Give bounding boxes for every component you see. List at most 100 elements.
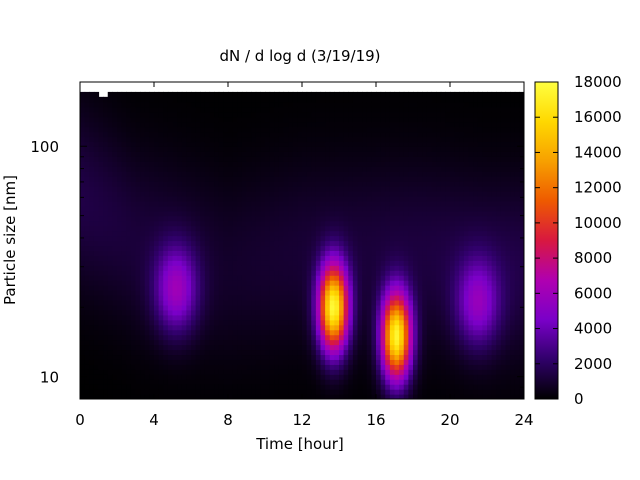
heatmap-cell xyxy=(130,146,137,152)
heatmap-cell xyxy=(209,121,215,128)
heatmap-cell xyxy=(389,339,396,346)
heatmap-cell xyxy=(343,111,349,118)
heatmap-cell xyxy=(352,384,359,390)
heatmap-cell xyxy=(311,136,317,143)
heatmap-cell xyxy=(200,319,206,326)
heatmap-cell xyxy=(450,255,456,261)
heatmap-cell xyxy=(158,294,164,301)
heatmap-cell xyxy=(450,384,456,390)
heatmap-cell xyxy=(394,146,400,152)
heatmap-cell xyxy=(403,250,409,256)
heatmap-cell xyxy=(163,344,169,351)
heatmap-cell xyxy=(329,339,335,346)
heatmap-cell xyxy=(126,230,132,237)
heatmap-cell xyxy=(93,334,100,341)
heatmap-cell xyxy=(107,166,113,172)
heatmap-cell xyxy=(334,116,340,123)
heatmap-cell xyxy=(209,186,215,192)
heatmap-cell xyxy=(260,181,266,187)
heatmap-cell xyxy=(209,374,215,380)
heatmap-cell xyxy=(274,319,280,326)
heatmap-cell xyxy=(339,176,345,182)
heatmap-cell xyxy=(195,294,201,301)
heatmap-cell xyxy=(117,369,123,375)
heatmap-cell xyxy=(278,190,285,197)
heatmap-cell xyxy=(93,364,100,370)
heatmap-cell xyxy=(204,131,211,138)
heatmap-cell xyxy=(334,389,340,395)
heatmap-cell xyxy=(265,200,271,207)
heatmap-cell xyxy=(214,101,220,108)
heatmap-cell xyxy=(260,314,266,321)
heatmap-cell xyxy=(130,285,137,291)
heatmap-cell xyxy=(158,384,164,390)
heatmap-cell xyxy=(311,220,317,227)
heatmap-cell xyxy=(149,195,155,202)
heatmap-cell xyxy=(154,96,160,103)
heatmap-cell xyxy=(214,265,220,271)
heatmap-cell xyxy=(214,384,220,390)
heatmap-cell xyxy=(154,230,160,237)
heatmap-cell xyxy=(204,106,211,113)
heatmap-cell xyxy=(241,384,248,390)
heatmap-cell xyxy=(135,260,141,266)
heatmap-cell xyxy=(450,245,456,251)
heatmap-cell xyxy=(191,230,197,237)
heatmap-cell xyxy=(283,309,289,316)
heatmap-cell xyxy=(191,260,197,266)
heatmap-cell xyxy=(399,354,405,360)
heatmap-cell xyxy=(121,275,127,281)
heatmap-cell xyxy=(334,374,340,380)
heatmap-cell xyxy=(246,126,252,133)
heatmap-cell xyxy=(440,270,446,276)
heatmap-cell xyxy=(413,121,419,128)
heatmap-cell xyxy=(422,181,428,187)
heatmap-cell xyxy=(255,260,261,266)
heatmap-cell xyxy=(93,141,100,147)
heatmap-cell xyxy=(357,344,363,351)
heatmap-cell xyxy=(121,339,127,346)
heatmap-cell xyxy=(297,324,303,331)
heatmap-cell xyxy=(302,270,308,276)
heatmap-cell xyxy=(209,136,215,143)
heatmap-cell xyxy=(126,136,132,143)
heatmap-cell xyxy=(431,369,437,375)
heatmap-cell xyxy=(98,141,104,147)
heatmap-cell xyxy=(117,210,123,217)
heatmap-cell xyxy=(362,215,368,222)
heatmap-cell xyxy=(80,334,86,341)
heatmap-cell xyxy=(223,334,229,341)
heatmap-cell xyxy=(93,195,100,202)
heatmap-cell xyxy=(237,275,243,281)
heatmap-cell xyxy=(209,280,215,286)
heatmap-cell xyxy=(103,96,109,103)
heatmap-cell xyxy=(394,141,400,147)
heatmap-cell xyxy=(209,294,215,301)
heatmap-cell xyxy=(352,111,359,118)
heatmap-cell xyxy=(325,215,331,222)
heatmap-cell xyxy=(172,220,178,227)
heatmap-cell xyxy=(140,270,146,276)
heatmap-cell xyxy=(417,349,423,356)
heatmap-cell xyxy=(181,319,187,326)
heatmap-cell xyxy=(135,384,141,390)
heatmap-cell xyxy=(343,384,349,390)
heatmap-cell xyxy=(325,304,331,311)
heatmap-cell xyxy=(315,166,322,172)
heatmap-cell xyxy=(214,379,220,385)
heatmap-cell xyxy=(130,121,137,128)
heatmap-cell xyxy=(181,260,187,266)
heatmap-cell xyxy=(163,270,169,276)
heatmap-cell xyxy=(84,394,90,399)
heatmap-cell xyxy=(93,181,100,187)
heatmap-cell xyxy=(292,101,298,108)
heatmap-cell xyxy=(232,156,238,162)
heatmap-cell xyxy=(140,166,146,172)
heatmap-cell xyxy=(154,116,160,123)
heatmap-cell xyxy=(311,186,317,192)
heatmap-cell xyxy=(241,195,248,202)
heatmap-cell xyxy=(140,146,146,152)
heatmap-cell xyxy=(385,329,391,336)
heatmap-cell xyxy=(195,200,201,207)
heatmap-cell xyxy=(376,141,382,147)
